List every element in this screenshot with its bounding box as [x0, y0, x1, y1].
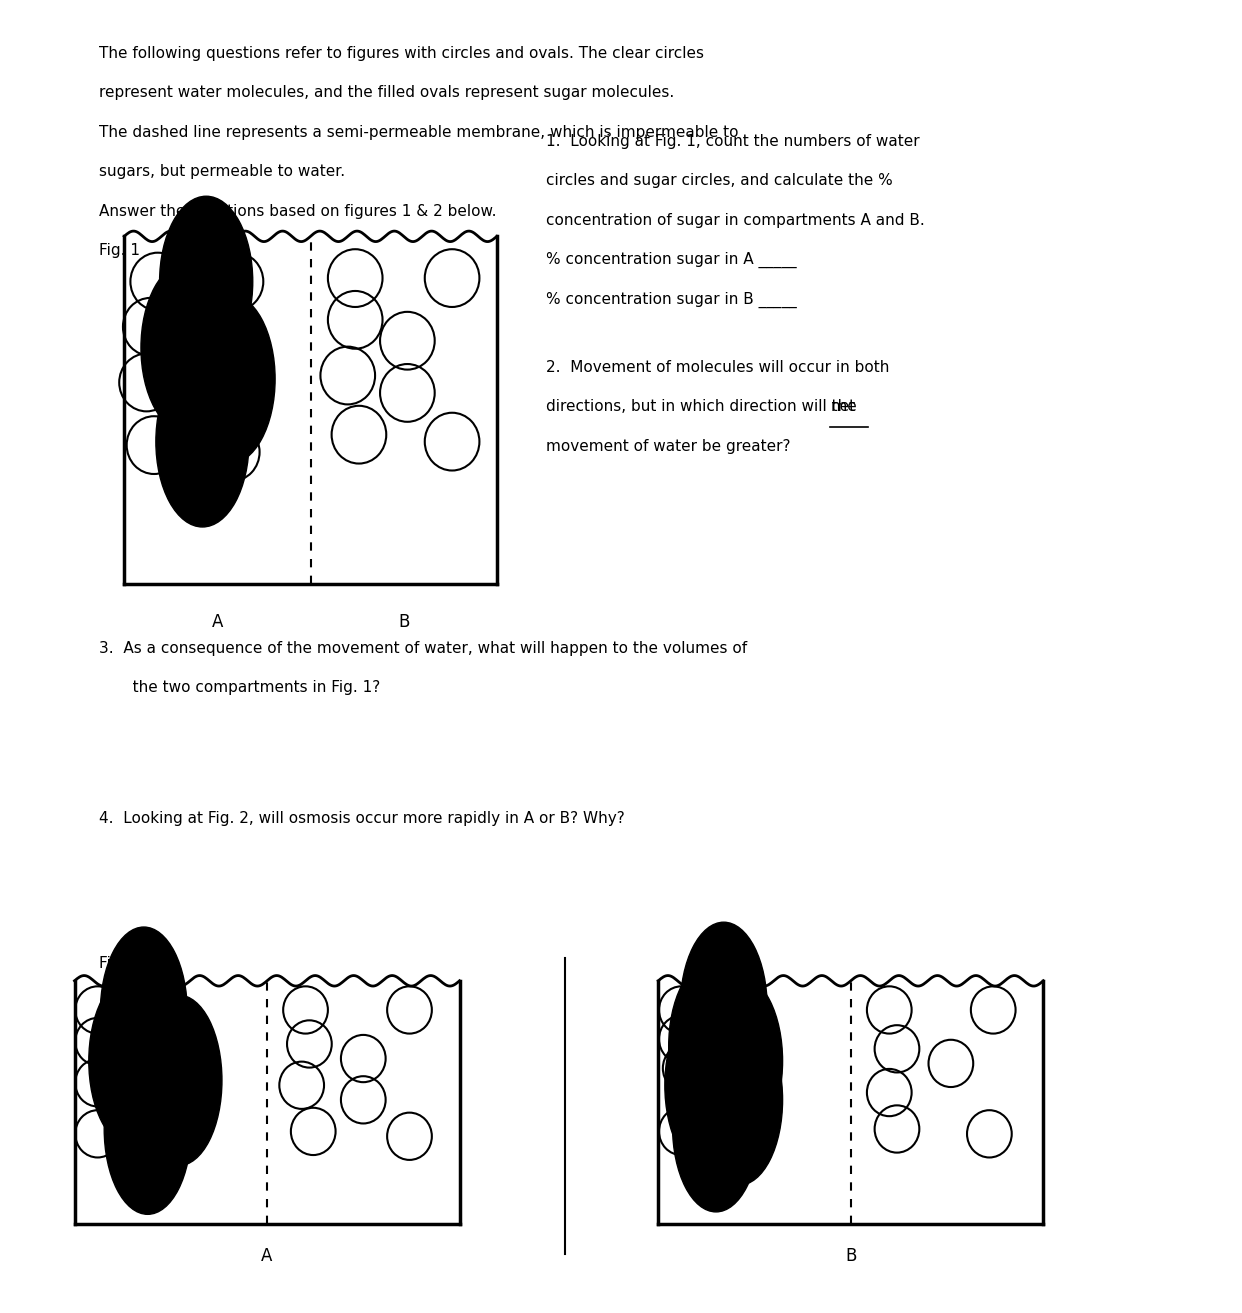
Text: The dashed line represents a semi-permeable membrane, which is impermeable to: The dashed line represents a semi-permea…	[99, 125, 739, 139]
Ellipse shape	[89, 976, 176, 1146]
Ellipse shape	[159, 196, 253, 366]
Ellipse shape	[681, 939, 768, 1109]
Text: Fig. 1: Fig. 1	[99, 243, 140, 257]
Ellipse shape	[156, 356, 248, 527]
Ellipse shape	[181, 294, 276, 465]
Text: The following questions refer to figures with circles and ovals. The clear circl: The following questions refer to figures…	[99, 46, 704, 60]
Text: % concentration sugar in B _____: % concentration sugar in B _____	[546, 291, 797, 307]
Ellipse shape	[696, 976, 782, 1146]
Ellipse shape	[104, 1044, 191, 1215]
Text: movement of water be greater?: movement of water be greater?	[546, 439, 791, 453]
Text: % concentration sugar in A _____: % concentration sugar in A _____	[546, 252, 797, 268]
Text: Answer the questions based on figures 1 & 2 below.: Answer the questions based on figures 1 …	[99, 204, 497, 218]
Ellipse shape	[673, 1041, 760, 1212]
Ellipse shape	[696, 1015, 782, 1186]
Text: B: B	[845, 1247, 857, 1266]
Text: 3.  As a consequence of the movement of water, what will happen to the volumes o: 3. As a consequence of the movement of w…	[99, 641, 748, 655]
Text: the two compartments in Fig. 1?: the two compartments in Fig. 1?	[118, 680, 380, 695]
Text: Fig. 2: Fig. 2	[99, 956, 140, 970]
Text: represent water molecules, and the filled ovals represent sugar molecules.: represent water molecules, and the fille…	[99, 85, 674, 100]
Text: net: net	[830, 399, 856, 414]
Ellipse shape	[142, 263, 233, 433]
Text: 2.  Movement of molecules will occur in both: 2. Movement of molecules will occur in b…	[546, 360, 889, 374]
Text: A: A	[211, 613, 224, 632]
Ellipse shape	[135, 995, 222, 1166]
Text: B: B	[397, 613, 410, 632]
Text: sugars, but permeable to water.: sugars, but permeable to water.	[99, 164, 345, 179]
Text: circles and sugar circles, and calculate the %: circles and sugar circles, and calculate…	[546, 173, 893, 188]
Text: directions, but in which direction will the: directions, but in which direction will …	[546, 399, 857, 414]
Ellipse shape	[664, 1001, 751, 1171]
Text: concentration of sugar in compartments A and B.: concentration of sugar in compartments A…	[546, 213, 925, 227]
Text: A: A	[261, 1247, 273, 1266]
Ellipse shape	[101, 927, 188, 1098]
Text: 1.  Looking at Fig. 1, count the numbers of water: 1. Looking at Fig. 1, count the numbers …	[546, 134, 920, 148]
Ellipse shape	[668, 961, 755, 1132]
Text: 4.  Looking at Fig. 2, will osmosis occur more rapidly in A or B? Why?: 4. Looking at Fig. 2, will osmosis occur…	[99, 811, 625, 826]
Ellipse shape	[681, 922, 768, 1092]
